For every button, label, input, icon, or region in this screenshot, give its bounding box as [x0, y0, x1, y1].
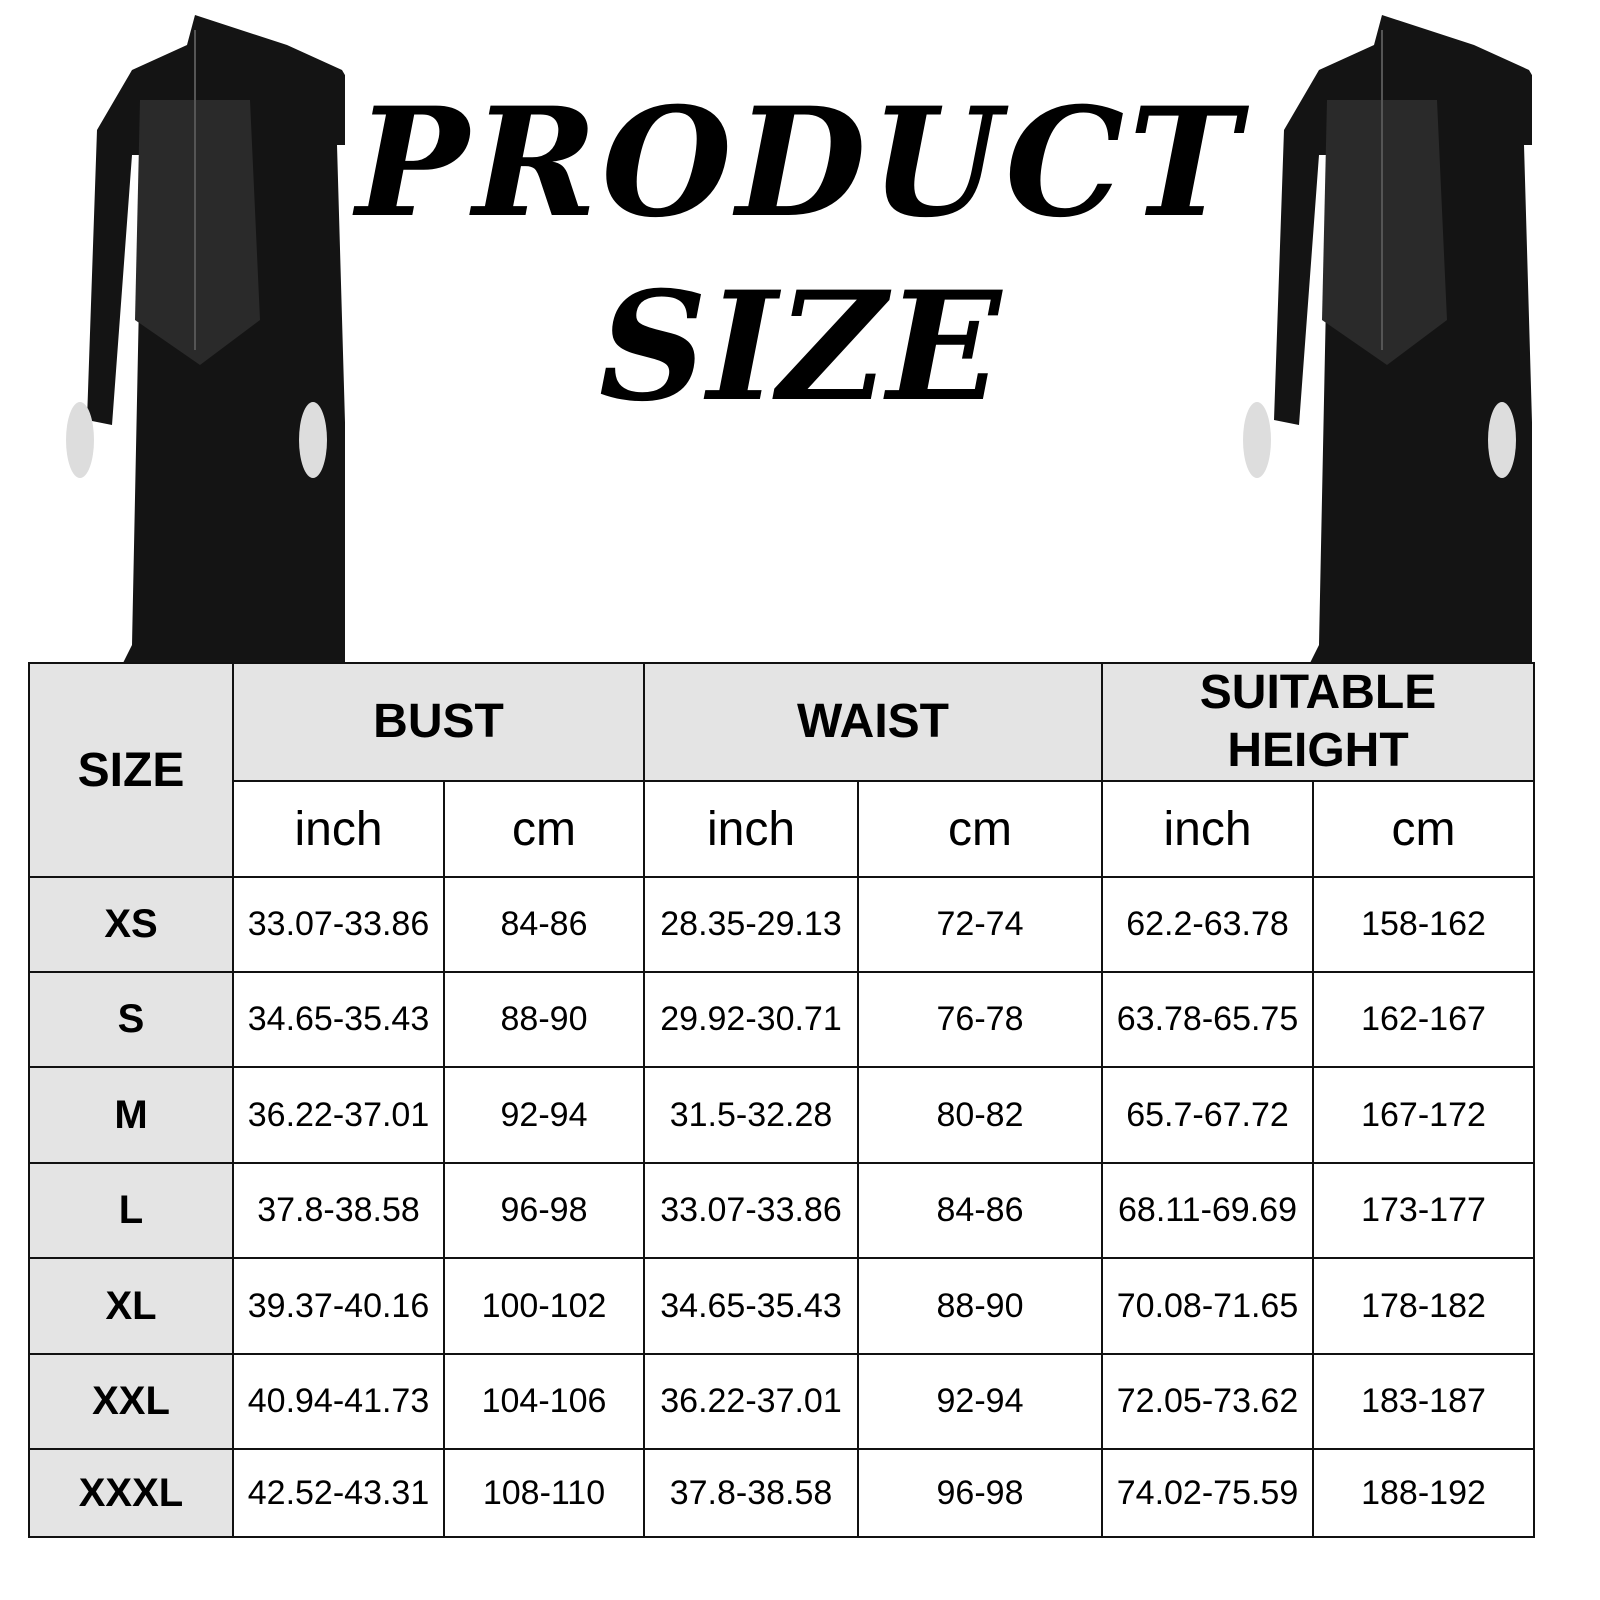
measurement-cell: 96-98 [857, 1448, 1103, 1538]
measurement-cell: 104-106 [443, 1353, 645, 1450]
measurement-cell: 108-110 [443, 1448, 645, 1538]
measurement-cell: 34.65-35.43 [232, 971, 445, 1068]
measurement-cell: 92-94 [443, 1066, 645, 1164]
measurement-cell: 28.35-29.13 [643, 876, 859, 973]
measurement-cell: 173-177 [1312, 1162, 1535, 1259]
table-row: XXL 40.94-41.73 104-106 36.22-37.01 92-94 72.… [28, 1353, 1535, 1450]
measurement-cell: 178-182 [1312, 1257, 1535, 1355]
measurement-cell: 183-187 [1312, 1353, 1535, 1450]
measurement-cell: 40.94-41.73 [232, 1353, 445, 1450]
unit-header: inch [232, 780, 445, 878]
measurement-cell: 96-98 [443, 1162, 645, 1259]
measurement-cell: 33.07-33.86 [232, 876, 445, 973]
garment-image-right [1243, 15, 1532, 665]
measurement-cell: 167-172 [1312, 1066, 1535, 1164]
table-row: XL 39.37-40.16 100-102 34.65-35.43 88-90 70.0… [28, 1257, 1535, 1355]
measurement-cell: 84-86 [857, 1162, 1103, 1259]
measurement-cell: 84-86 [443, 876, 645, 973]
measurement-cell: 29.92-30.71 [643, 971, 859, 1068]
measurement-cell: 88-90 [443, 971, 645, 1068]
size-label: M [28, 1066, 234, 1164]
measurement-cell: 72-74 [857, 876, 1103, 973]
size-header: SIZE [28, 662, 234, 878]
unit-header: inch [643, 780, 859, 878]
size-label: XXXL [28, 1448, 234, 1538]
unit-header: inch [1101, 780, 1314, 878]
measurement-cell: 80-82 [857, 1066, 1103, 1164]
size-label: XL [28, 1257, 234, 1355]
table-row: XS 33.07-33.86 84-86 28.35-29.13 72-74 62.2-6… [28, 876, 1535, 973]
size-label: S [28, 971, 234, 1068]
garment-image-left [66, 15, 345, 665]
measurement-cell: 72.05-73.62 [1101, 1353, 1314, 1450]
unit-header: cm [443, 780, 645, 878]
size-chart-table: SIZE BUST WAIST SUITABLE HEIGHT inch cm in… [28, 662, 1535, 1538]
size-label: L [28, 1162, 234, 1259]
measurement-cell: 42.52-43.31 [232, 1448, 445, 1538]
unit-header: cm [857, 780, 1103, 878]
title-product: PRODUCT [355, 75, 1244, 251]
measurement-cell: 188-192 [1312, 1448, 1535, 1538]
measurement-cell: 74.02-75.59 [1101, 1448, 1314, 1538]
measurement-cell: 31.5-32.28 [643, 1066, 859, 1164]
size-label: XXL [28, 1353, 234, 1450]
suitable-height-header: SUITABLE HEIGHT [1101, 662, 1535, 782]
unit-header: cm [1312, 780, 1535, 878]
measurement-cell: 62.2-63.78 [1101, 876, 1314, 973]
measurement-cell: 162-167 [1312, 971, 1535, 1068]
bust-header: BUST [232, 662, 645, 782]
size-label: XS [28, 876, 234, 973]
measurement-cell: 36.22-37.01 [643, 1353, 859, 1450]
table-row: XXXL 42.52-43.31 108-110 37.8-38.58 96-98 74.… [28, 1448, 1535, 1538]
title-size: SIZE [598, 259, 1002, 435]
waist-header: WAIST [643, 662, 1103, 782]
measurement-cell: 34.65-35.43 [643, 1257, 859, 1355]
measurement-cell: 37.8-38.58 [232, 1162, 445, 1259]
measurement-cell: 39.37-40.16 [232, 1257, 445, 1355]
measurement-cell: 63.78-65.75 [1101, 971, 1314, 1068]
measurement-cell: 88-90 [857, 1257, 1103, 1355]
measurement-cell: 92-94 [857, 1353, 1103, 1450]
measurement-cell: 68.11-69.69 [1101, 1162, 1314, 1259]
measurement-cell: 76-78 [857, 971, 1103, 1068]
table-row: M 36.22-37.01 92-94 31.5-32.28 80-82 65.7-67.… [28, 1066, 1535, 1164]
measurement-cell: 70.08-71.65 [1101, 1257, 1314, 1355]
measurement-cell: 65.7-67.72 [1101, 1066, 1314, 1164]
measurement-cell: 36.22-37.01 [232, 1066, 445, 1164]
table-row: S 34.65-35.43 88-90 29.92-30.71 76-78 63.78-6… [28, 971, 1535, 1068]
measurement-cell: 100-102 [443, 1257, 645, 1355]
table-row: L 37.8-38.58 96-98 33.07-33.86 84-86 68.11-69… [28, 1162, 1535, 1259]
measurement-cell: 33.07-33.86 [643, 1162, 859, 1259]
measurement-cell: 158-162 [1312, 876, 1535, 973]
measurement-cell: 37.8-38.58 [643, 1448, 859, 1538]
